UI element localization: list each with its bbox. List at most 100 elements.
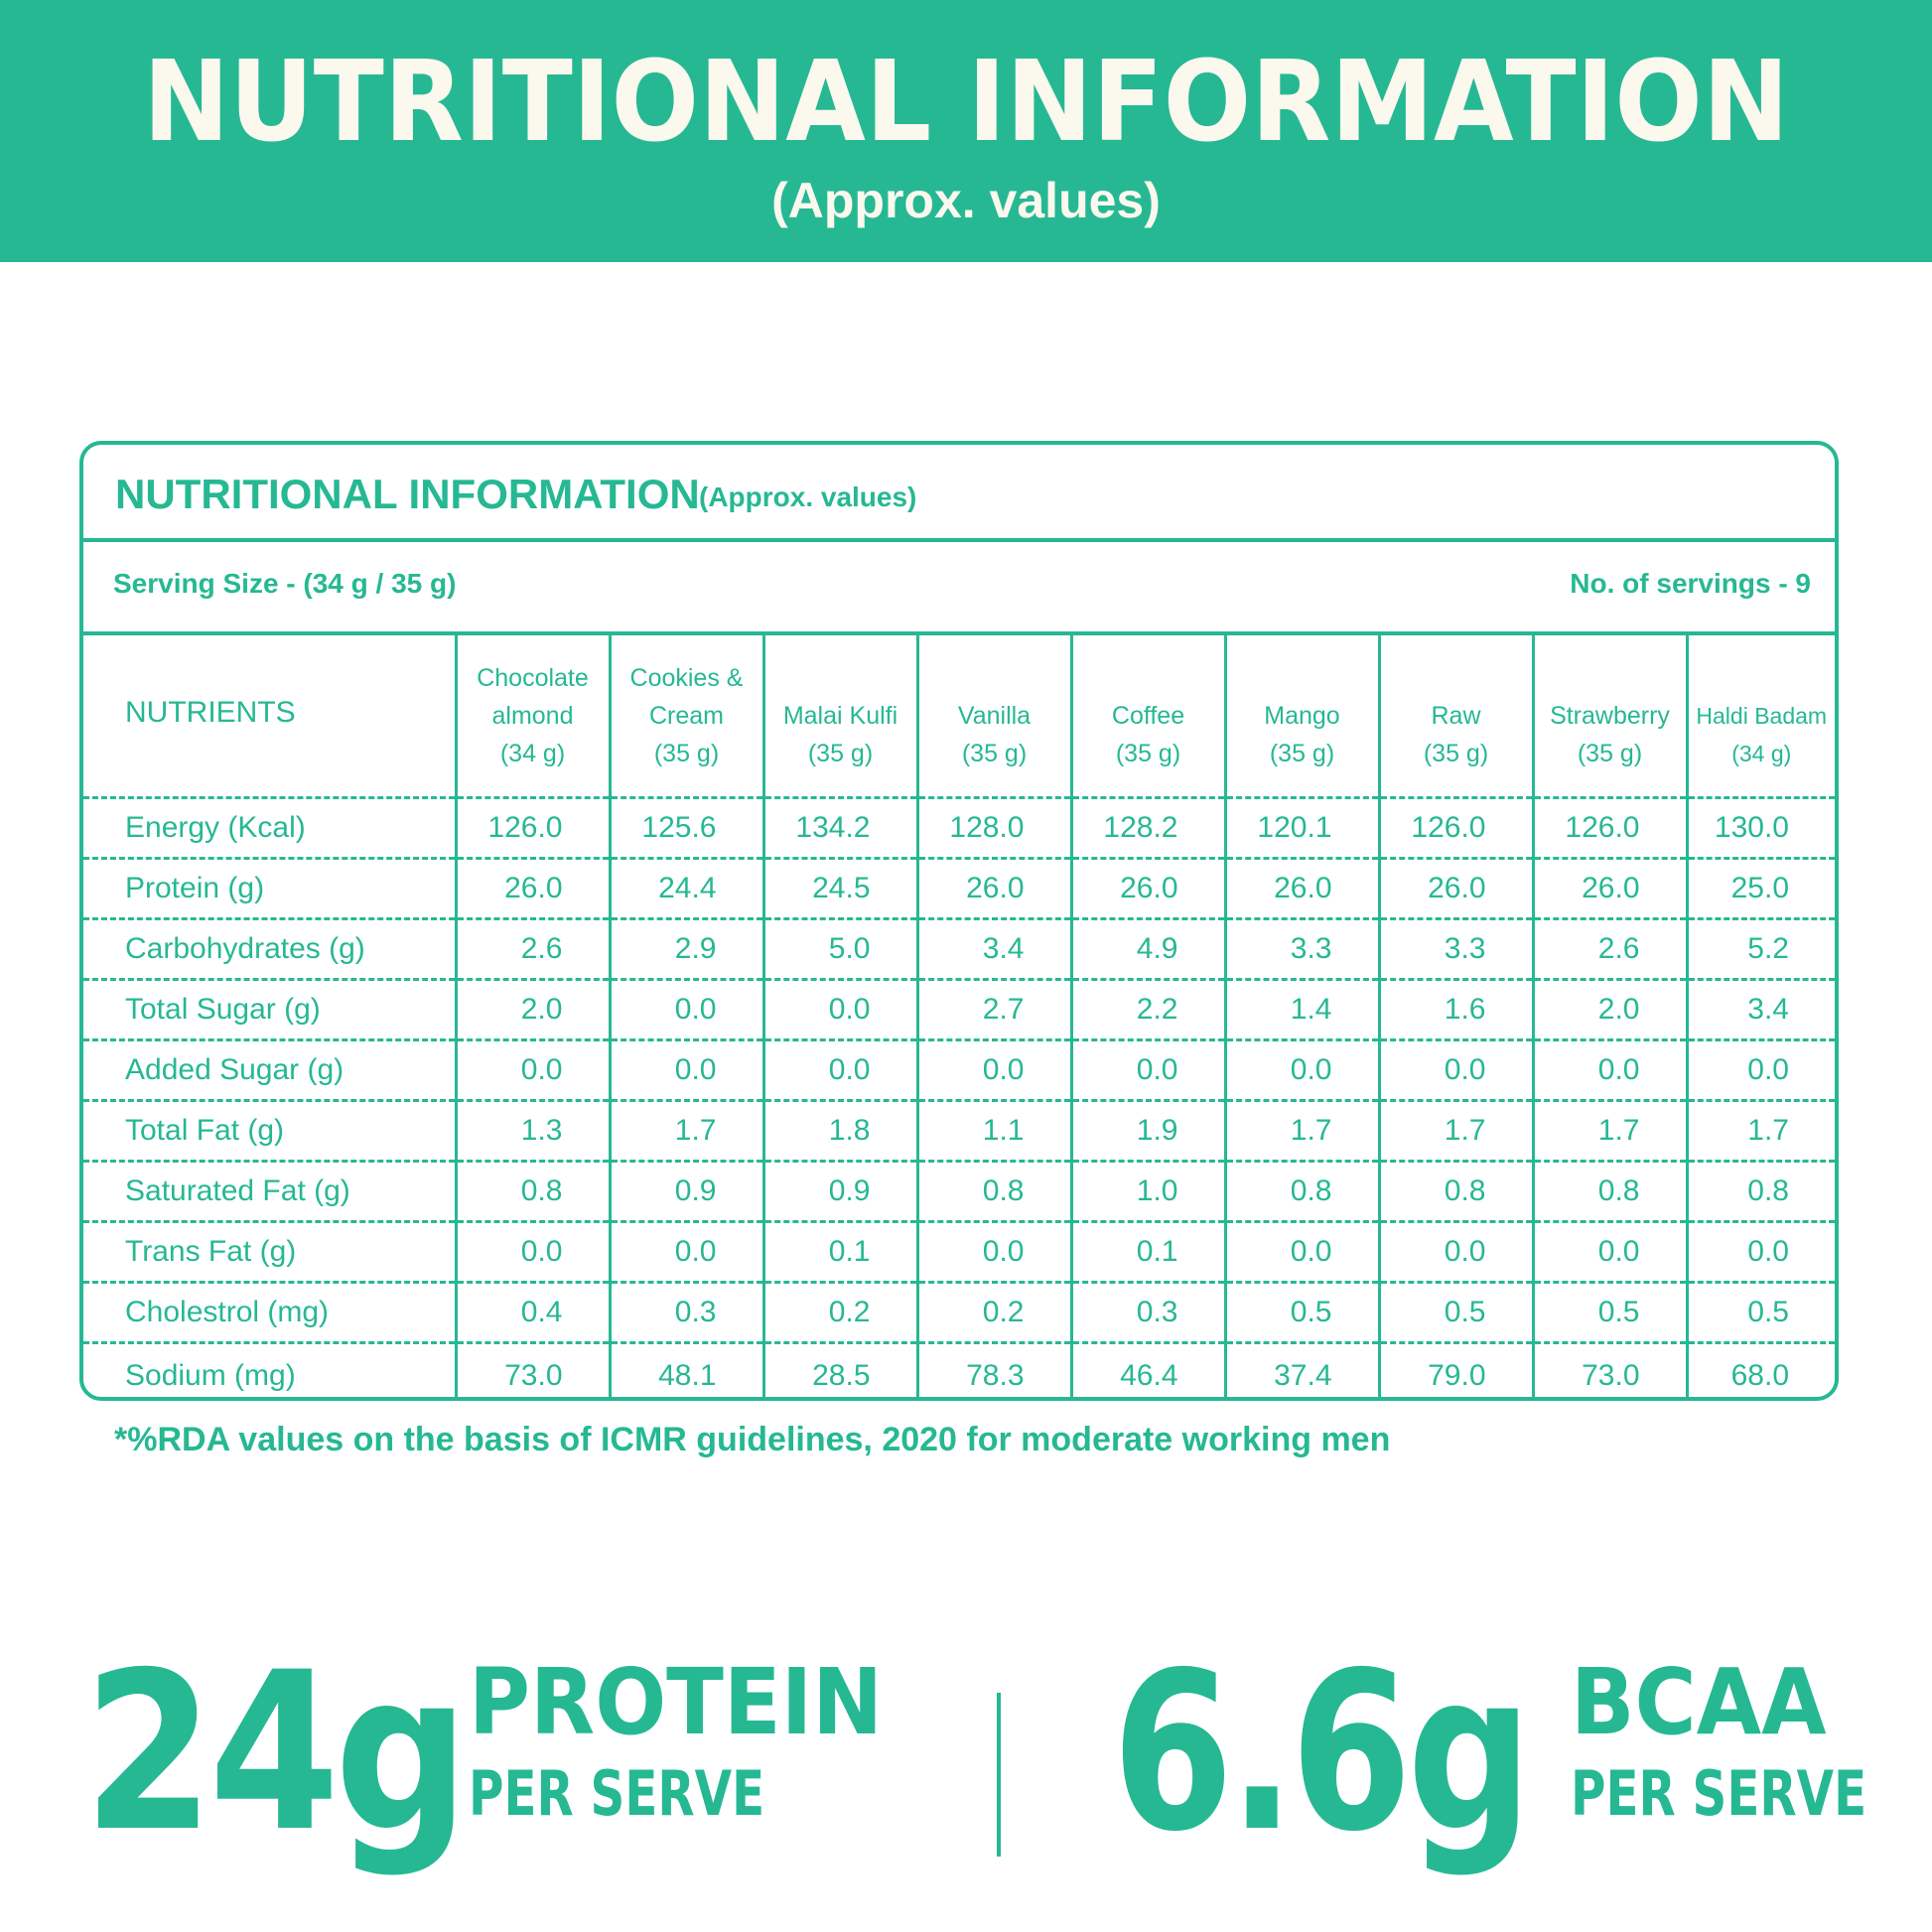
nutrient-value: 0.0 [454, 1039, 610, 1102]
nutrient-value: 1.9 [1069, 1100, 1225, 1163]
column-name: Vanilla [957, 702, 1032, 730]
header-banner: NUTRITIONAL INFORMATION (Approx. values) [0, 0, 1932, 262]
nutrient-value: 0.9 [608, 1161, 763, 1223]
bcaa-label: BCAA [1571, 1649, 1827, 1755]
serving-size: Serving Size - (34 g / 35 g) [113, 568, 457, 599]
nutrient-value: 1.7 [1223, 1100, 1379, 1163]
table-row: Saturated Fat (g) 0.8 0.9 0.9 0.8 1.0 0.8 0.8 0.… [83, 1161, 1835, 1223]
stat-divider [997, 1693, 1001, 1857]
nutrient-value: 73.0 [454, 1342, 610, 1397]
table-row: Energy (Kcal) 126.0 125.6 134.2 128.0 128.2 12… [83, 797, 1835, 860]
protein-stat: 24g PROTEIN PER SERVE [83, 1643, 977, 1862]
nutrient-value: 1.6 [1377, 979, 1533, 1041]
nutrient-value: 134.2 [761, 797, 917, 860]
nutrient-name: Total Fat (g) [83, 1100, 456, 1163]
nutrient-value: 78.3 [915, 1342, 1071, 1397]
nutrient-value: 1.7 [608, 1100, 763, 1163]
nutrient-value: 0.3 [1069, 1282, 1225, 1344]
nutrient-value: 128.2 [1069, 797, 1225, 860]
nutrient-value: 125.6 [608, 797, 763, 860]
nutrient-value: 1.3 [454, 1100, 610, 1163]
nutrient-value: 3.4 [1685, 979, 1835, 1041]
column-name-line1: Cookies & [629, 664, 744, 692]
nutrient-value: 0.0 [608, 1221, 763, 1284]
nutrient-value: 2.6 [454, 918, 610, 981]
nutrient-value: 0.0 [1069, 1039, 1225, 1102]
nutrient-value: 26.0 [454, 858, 610, 920]
nutrients-header: NUTRIENTS [83, 635, 456, 799]
table-row: Sodium (mg) 73.0 48.1 28.5 78.3 46.4 37.4 79.0 7… [83, 1342, 1835, 1397]
nutrient-value: 0.0 [761, 1039, 917, 1102]
column-name-line1: Chocolate [477, 664, 589, 692]
nutrient-value: 26.0 [1069, 858, 1225, 920]
column-header: Strawberry (35 g) [1531, 635, 1687, 799]
column-weight: (35 g) [807, 740, 874, 767]
nutrient-value: 1.7 [1377, 1100, 1533, 1163]
nutrient-value: 0.5 [1377, 1282, 1533, 1344]
nutrient-value: 4.9 [1069, 918, 1225, 981]
column-name: Coffee [1111, 702, 1185, 730]
nutrient-value: 1.4 [1223, 979, 1379, 1041]
nutrient-value: 0.8 [454, 1161, 610, 1223]
column-header: Vanilla (35 g) [915, 635, 1071, 799]
nutrient-value: 0.0 [761, 979, 917, 1041]
nutrient-value: 0.0 [608, 979, 763, 1041]
nutrient-value: 2.2 [1069, 979, 1225, 1041]
nutrient-value: 1.7 [1531, 1100, 1687, 1163]
nutrient-value: 3.3 [1223, 918, 1379, 981]
nutrient-value: 0.8 [1377, 1161, 1533, 1223]
rda-footnote: *%RDA values on the basis of ICMR guidel… [114, 1421, 1391, 1458]
nutrient-name: Sodium (mg) [125, 1359, 296, 1392]
nutrient-value: 0.0 [1531, 1221, 1687, 1284]
nutrient-value: 0.0 [1531, 1039, 1687, 1102]
column-name: Haldi Badam [1696, 703, 1828, 729]
nutrient-value: 26.0 [1531, 858, 1687, 920]
column-weight: (34 g) [1731, 741, 1792, 766]
nutrient-value: 0.0 [1685, 1039, 1835, 1102]
panel-title: NUTRITIONAL INFORMATION [115, 471, 700, 517]
column-header: Haldi Badam (34 g) [1685, 635, 1835, 799]
nutrient-value: 2.7 [915, 979, 1071, 1041]
nutrient-value: 26.0 [915, 858, 1071, 920]
column-name-line1 [1073, 659, 1224, 697]
nutrient-value: 0.4 [454, 1282, 610, 1344]
nutrient-value: 0.9 [761, 1161, 917, 1223]
nutrient-name: Carbohydrates (g) [83, 918, 456, 981]
nutrient-value: 1.8 [761, 1100, 917, 1163]
servings-count: No. of servings - 9 [1570, 568, 1811, 599]
nutrient-value: 2.6 [1531, 918, 1687, 981]
nutrient-value: 0.0 [1685, 1221, 1835, 1284]
nutrient-value: 24.5 [761, 858, 917, 920]
nutrient-value: 130.0 [1685, 797, 1835, 860]
column-header: Chocolate almond (34 g) [454, 635, 610, 799]
column-header: Raw (35 g) [1377, 635, 1533, 799]
column-name-line1 [919, 659, 1070, 697]
nutrient-name: Total Sugar (g) [83, 979, 456, 1041]
nutrient-value: 0.8 [1685, 1161, 1835, 1223]
column-name-line1 [1535, 659, 1686, 697]
nutrient-value: 0.8 [1531, 1161, 1687, 1223]
nutrient-value: 0.0 [1377, 1039, 1533, 1102]
nutrient-name: Cholestrol (mg) [83, 1282, 456, 1344]
nutrient-value: 126.0 [1377, 797, 1533, 860]
nutrient-value: 68.0 [1685, 1342, 1835, 1397]
column-name-line1 [1381, 659, 1532, 697]
nutrient-value: 79.0 [1377, 1342, 1533, 1397]
table-row: Trans Fat (g) 0.0 0.0 0.1 0.0 0.1 0.0 0.0 0.0 0.0 [83, 1221, 1835, 1284]
protein-per-serve: PER SERVE [469, 1757, 765, 1830]
panel-subtitle: (Approx. values) [699, 482, 917, 512]
nutrient-name: Energy (Kcal) [83, 797, 456, 860]
serving-info-row: Serving Size - (34 g / 35 g) No. of serv… [83, 542, 1835, 635]
nutrient-value: 0.8 [915, 1161, 1071, 1223]
nutrient-value: 0.2 [761, 1282, 917, 1344]
bcaa-per-serve: PER SERVE [1571, 1757, 1867, 1830]
nutrient-value: 3.3 [1377, 918, 1533, 981]
nutrient-value: 0.0 [1223, 1221, 1379, 1284]
nutrient-value: 1.1 [915, 1100, 1071, 1163]
nutrient-value: 73.0 [1531, 1342, 1687, 1397]
nutrient-value: 26.0 [1377, 858, 1533, 920]
nutrient-value: 0.1 [761, 1221, 917, 1284]
nutrient-value: 1.7 [1685, 1100, 1835, 1163]
nutrient-value: 0.5 [1531, 1282, 1687, 1344]
nutrient-value: 0.2 [915, 1282, 1071, 1344]
